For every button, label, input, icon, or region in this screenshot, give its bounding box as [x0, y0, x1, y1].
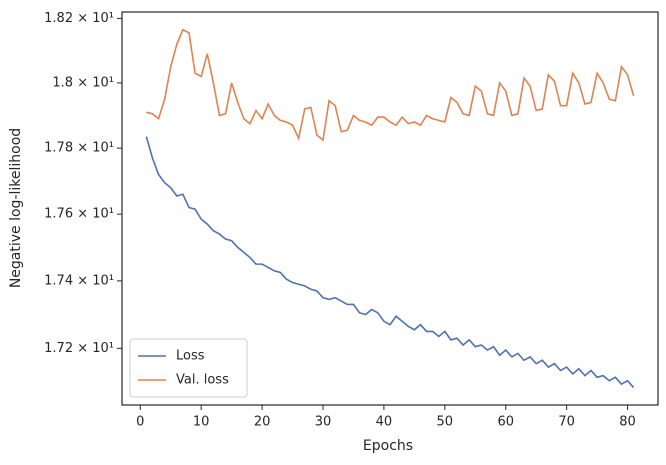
x-tick-label: 20	[254, 415, 271, 430]
x-tick-label: 40	[376, 415, 393, 430]
plot-frame	[121, 11, 659, 406]
series-line	[146, 28, 635, 142]
x-tick-label: 50	[437, 415, 454, 430]
series-line	[145, 136, 635, 389]
y-tick-label: 1.82 × 10¹	[44, 11, 114, 26]
y-tick-label: 1.72 × 10¹	[44, 341, 114, 356]
y-tick-label: 1.8 × 10¹	[52, 75, 114, 90]
legend-label: Val. loss	[176, 373, 229, 388]
legend-label: Loss	[176, 349, 205, 364]
y-tick-label: 1.78 × 10¹	[44, 141, 114, 156]
x-tick-label: 80	[619, 415, 636, 430]
x-tick-label: 30	[315, 415, 332, 430]
y-tick-label: 1.74 × 10¹	[44, 273, 114, 288]
legend-box	[129, 338, 248, 398]
x-axis-label: Epochs	[363, 438, 413, 454]
x-tick-label: 70	[558, 415, 575, 430]
y-axis-label: Negative log-likelihood	[8, 128, 24, 288]
x-tick-label: 0	[136, 415, 144, 430]
y-tick-label: 1.76 × 10¹	[44, 207, 114, 222]
x-tick-label: 60	[497, 415, 514, 430]
x-tick-label: 10	[193, 415, 210, 430]
